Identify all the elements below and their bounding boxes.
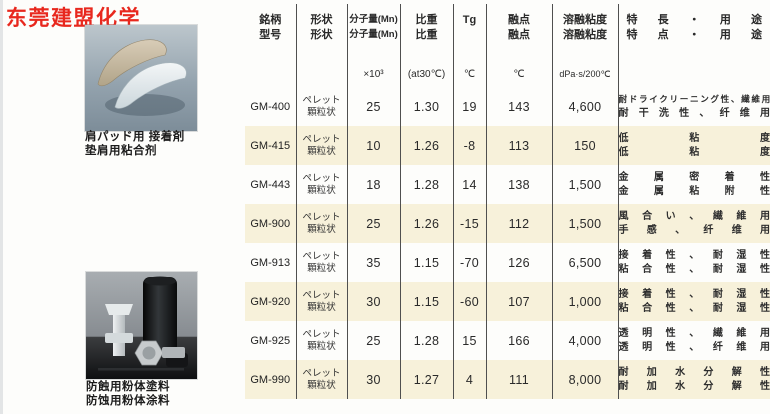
cell-viscosity: 150 — [552, 126, 619, 165]
col-header-specific-gravity: 比重 比重 (at30℃) — [400, 4, 454, 87]
table-row-gm900: GM-900 ペレット 顆粒状 25 1.26 -15 112 1,500 風合い… — [245, 204, 770, 243]
cell-features: 風合い、繊維用 手感、纤维用 — [618, 211, 770, 236]
cell-viscosity: 8,000 — [552, 360, 619, 399]
table-row-gm913: GM-913 ペレット 顆粒状 35 1.15 -70 126 6,500 接着性… — [245, 243, 770, 282]
caption-cn: 防蚀用粉体涂料 — [86, 394, 170, 407]
table-row-gm415: GM-415 ペレット 顆粒状 10 1.26 -8 113 150 低粘度 低粘度 — [245, 126, 770, 165]
cell-molecular-weight: 25 — [347, 87, 401, 126]
cell-viscosity: 6,500 — [552, 243, 619, 282]
cell-tg: -60 — [453, 282, 487, 321]
cell-specific-gravity: 1.30 — [400, 87, 454, 126]
cell-melting-point: 107 — [486, 282, 553, 321]
caption-cn: 垫肩用粘合剂 — [85, 144, 157, 157]
cell-molecular-weight: 10 — [347, 126, 401, 165]
product-spec-table: 銘柄 型号 形状 形状 分子量(Mn) 分子量(Mn) ×10³ 比重 比重 (at30℃)… — [245, 4, 770, 399]
table-row-gm443: GM-443 ペレット 顆粒状 18 1.28 14 138 1,500 金属密着… — [245, 165, 770, 204]
cell-viscosity: 1,500 — [552, 165, 619, 204]
cell-molecular-weight: 25 — [347, 321, 401, 360]
cell-melting-point: 126 — [486, 243, 553, 282]
table-row-gm990: GM-990 ペレット 顆粒状 30 1.27 4 111 8,000 耐加水分解… — [245, 360, 770, 399]
cell-tg: 15 — [453, 321, 487, 360]
col-header-model: 銘柄 型号 — [245, 4, 297, 87]
shoulder-pads-image — [85, 25, 197, 131]
cell-molecular-weight: 30 — [347, 360, 401, 399]
col-header-melting-point: 融点 融点 ℃ — [486, 4, 553, 87]
cell-tg: -70 — [453, 243, 487, 282]
cell-melting-point: 138 — [486, 165, 553, 204]
cell-melting-point: 112 — [486, 204, 553, 243]
bolts-image — [86, 272, 197, 379]
cell-viscosity: 1,000 — [552, 282, 619, 321]
col-header-tg: Tg ℃ — [453, 4, 487, 87]
cell-tg: 4 — [453, 360, 487, 399]
cell-shape: ペレット 顆粒状 — [296, 282, 348, 321]
cell-specific-gravity: 1.26 — [400, 204, 454, 243]
bolts-caption: 防蝕用粉体塗料 防蚀用粉体涂料 — [86, 381, 170, 408]
table-header-row: 銘柄 型号 形状 形状 分子量(Mn) 分子量(Mn) ×10³ 比重 比重 (at30℃)… — [245, 4, 770, 87]
table-row-gm400: GM-400 ペレット 顆粒状 25 1.30 19 143 4,600 耐ドライ… — [245, 87, 770, 126]
col-header-molecular-weight: 分子量(Mn) 分子量(Mn) ×10³ — [347, 4, 401, 87]
cell-shape: ペレット 顆粒状 — [296, 321, 348, 360]
cell-model: GM-400 — [245, 87, 297, 126]
cell-melting-point: 111 — [486, 360, 553, 399]
cell-tg: -15 — [453, 204, 487, 243]
cell-specific-gravity: 1.28 — [400, 321, 454, 360]
cell-features: 耐加水分解性 耐加水分解性 — [618, 367, 770, 392]
cell-tg: 19 — [453, 87, 487, 126]
cell-melting-point: 113 — [486, 126, 553, 165]
cell-specific-gravity: 1.26 — [400, 126, 454, 165]
col-header-melt-viscosity: 溶融粘度 溶融粘度 dPa·s/200℃ — [552, 4, 619, 87]
cell-shape: ペレット 顆粒状 — [296, 165, 348, 204]
cell-viscosity: 4,600 — [552, 87, 619, 126]
cell-model: GM-900 — [245, 204, 297, 243]
cell-shape: ペレット 顆粒状 — [296, 126, 348, 165]
cell-model: GM-443 — [245, 165, 297, 204]
cell-model: GM-913 — [245, 243, 297, 282]
cell-viscosity: 4,000 — [552, 321, 619, 360]
cell-features: 低粘度 低粘度 — [618, 133, 770, 158]
col-header-features: 特長・用途 特点・用途 — [626, 14, 763, 41]
cell-melting-point: 166 — [486, 321, 553, 360]
cell-molecular-weight: 30 — [347, 282, 401, 321]
caption-jp: 防蝕用粉体塗料 — [86, 381, 170, 393]
cell-model: GM-920 — [245, 282, 297, 321]
caption-jp: 肩パッド用 接着剤 — [85, 131, 185, 143]
cell-features: 透明性、繊維用 透明性、纤维用 — [618, 328, 770, 353]
cell-specific-gravity: 1.27 — [400, 360, 454, 399]
bolts-photo — [86, 272, 197, 379]
cell-viscosity: 1,500 — [552, 204, 619, 243]
cell-features: 金属密着性 金属粘附性 — [618, 172, 770, 197]
cell-specific-gravity: 1.15 — [400, 243, 454, 282]
col-header-shape: 形状 形状 — [296, 4, 348, 87]
cell-shape: ペレット 顆粒状 — [296, 87, 348, 126]
cell-model: GM-990 — [245, 360, 297, 399]
shoulder-pads-caption: 肩パッド用 接着剤 垫肩用粘合剂 — [85, 131, 185, 158]
cell-specific-gravity: 1.15 — [400, 282, 454, 321]
cell-features: 接着性、耐湿性 粘合性、耐湿性 — [618, 289, 770, 314]
cell-features: 接着性、耐湿性 粘合性、耐湿性 — [618, 250, 770, 275]
cell-tg: 14 — [453, 165, 487, 204]
cell-shape: ペレット 顆粒状 — [296, 360, 348, 399]
cell-model: GM-925 — [245, 321, 297, 360]
shoulder-pads-photo — [85, 25, 197, 131]
table-row-gm920: GM-920 ペレット 顆粒状 30 1.15 -60 107 1,000 接着性… — [245, 282, 770, 321]
cell-specific-gravity: 1.28 — [400, 165, 454, 204]
cell-model: GM-415 — [245, 126, 297, 165]
cell-tg: -8 — [453, 126, 487, 165]
cell-molecular-weight: 25 — [347, 204, 401, 243]
cell-melting-point: 143 — [486, 87, 553, 126]
cell-molecular-weight: 18 — [347, 165, 401, 204]
cell-shape: ペレット 顆粒状 — [296, 204, 348, 243]
cell-molecular-weight: 35 — [347, 243, 401, 282]
cell-features: 耐ドライクリーニング性、繊維用 耐干洗性、纤维用 — [618, 94, 770, 119]
table-row-gm925: GM-925 ペレット 顆粒状 25 1.28 15 166 4,000 透明性、… — [245, 321, 770, 360]
cell-shape: ペレット 顆粒状 — [296, 243, 348, 282]
